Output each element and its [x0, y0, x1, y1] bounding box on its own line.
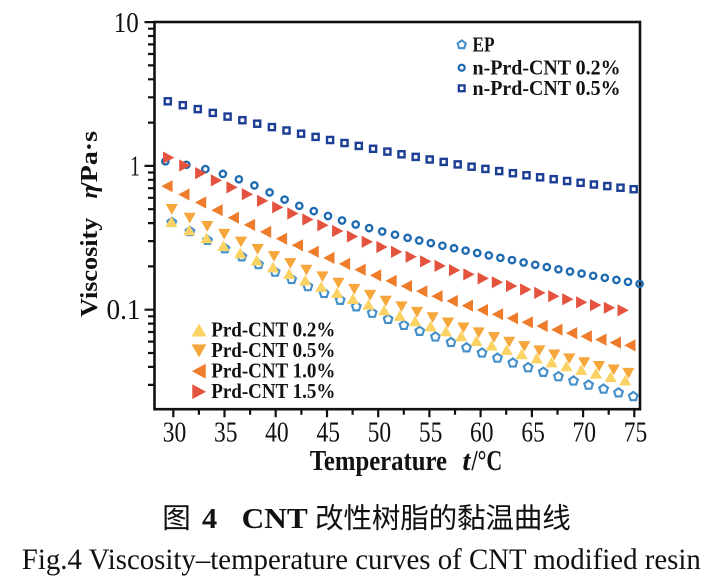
svg-text:CNT: CNT [242, 504, 308, 535]
svg-text:Prd-CNT 0.5%: Prd-CNT 0.5% [211, 338, 335, 362]
svg-text:Temperature: Temperature [310, 446, 447, 477]
svg-text:n-Prd-CNT 0.5%: n-Prd-CNT 0.5% [473, 76, 621, 100]
svg-text:n-Prd-CNT 0.2%: n-Prd-CNT 0.2% [473, 56, 621, 80]
svg-text:30: 30 [163, 418, 187, 449]
svg-text:0.1: 0.1 [107, 295, 141, 326]
svg-text:η: η [77, 186, 103, 199]
svg-text:EP: EP [473, 33, 495, 57]
svg-text:Fig.4 Viscosity–temperature c: Fig.4 Viscosity–temperature curves of CN… [22, 544, 701, 576]
svg-text:45: 45 [316, 418, 340, 449]
svg-text:75: 75 [624, 418, 648, 449]
svg-text:60: 60 [470, 418, 494, 449]
svg-text:Prd-CNT 1.5%: Prd-CNT 1.5% [211, 379, 335, 403]
svg-text:65: 65 [521, 418, 545, 449]
svg-text:Viscosity: Viscosity [77, 218, 103, 317]
svg-text:55: 55 [419, 418, 443, 449]
svg-text:/°C: /°C [471, 446, 503, 477]
svg-text:35: 35 [214, 418, 238, 449]
svg-text:10: 10 [114, 8, 139, 39]
svg-text:70: 70 [573, 418, 597, 449]
svg-text:1: 1 [130, 151, 140, 182]
svg-text:Prd-CNT 0.2%: Prd-CNT 0.2% [211, 318, 335, 342]
svg-text:Prd-CNT 1.0%: Prd-CNT 1.0% [211, 359, 335, 383]
svg-text:/Pa·s: /Pa·s [77, 131, 103, 191]
svg-text:40: 40 [265, 418, 289, 449]
svg-text:4: 4 [202, 504, 217, 535]
svg-text:t: t [462, 446, 471, 477]
svg-text:50: 50 [368, 418, 392, 449]
